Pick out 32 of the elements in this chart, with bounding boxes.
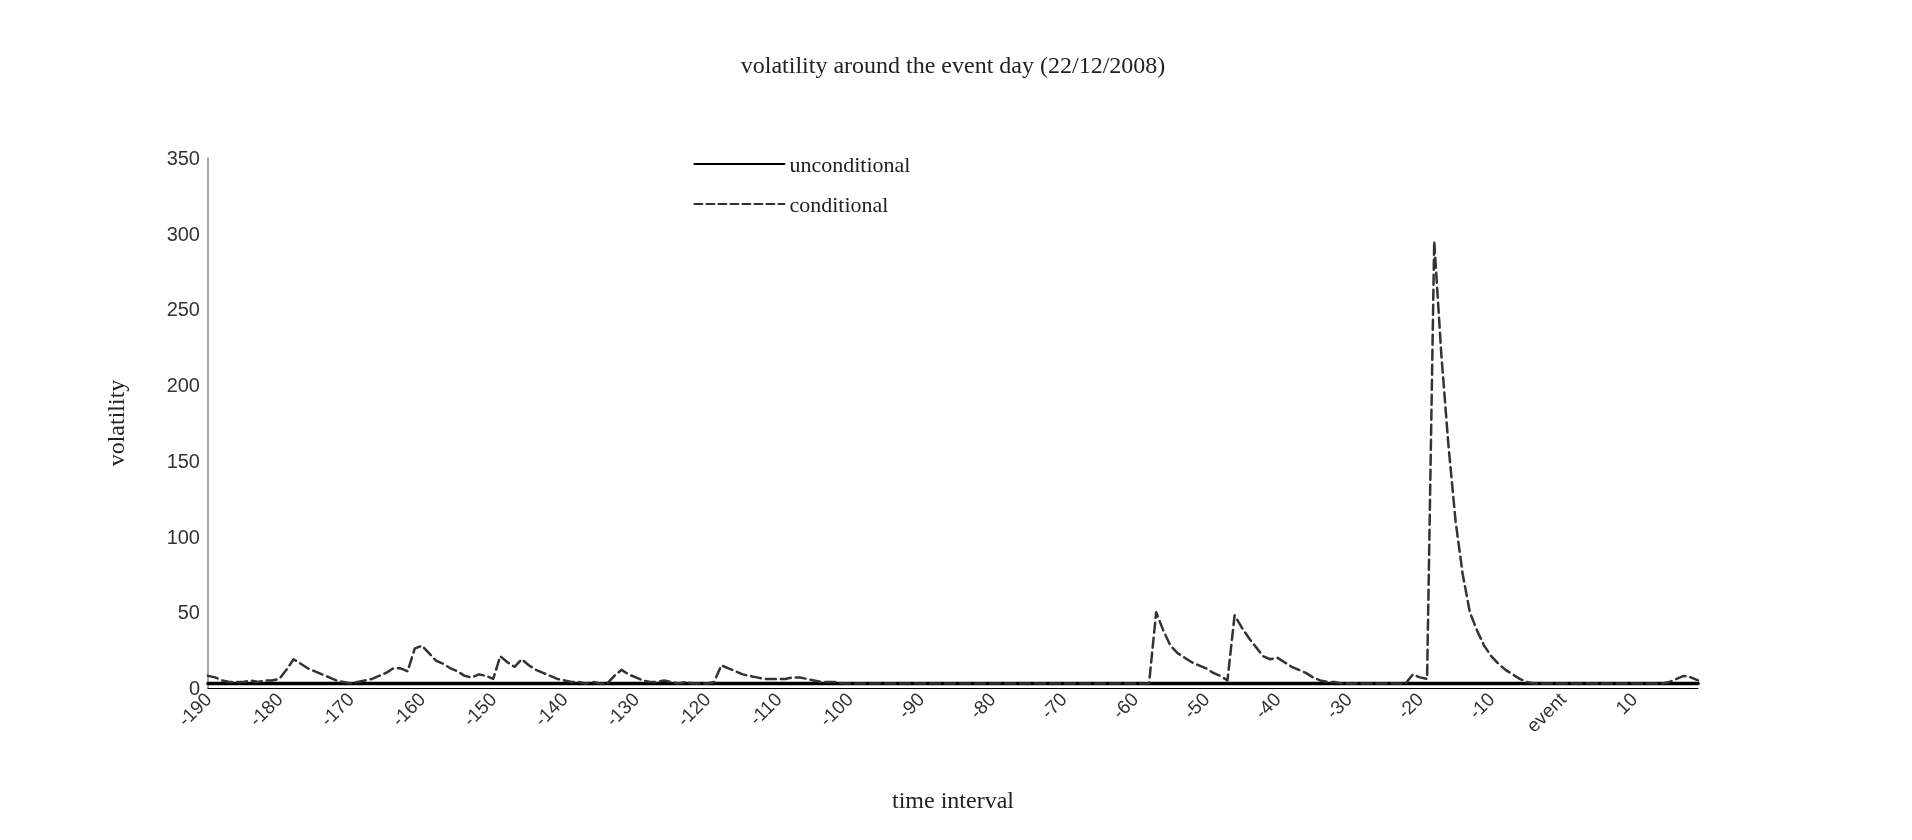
x-tick-label: -40 <box>1250 688 1285 723</box>
x-tick-label: -60 <box>1107 688 1143 723</box>
x-tick-label: -110 <box>745 688 786 730</box>
x-tick-label: -140 <box>530 688 572 731</box>
y-tick-label: 150 <box>166 449 200 472</box>
x-tick-label: -30 <box>1321 688 1357 723</box>
y-tick-label: 300 <box>166 222 200 245</box>
x-tick-label: -130 <box>601 688 644 731</box>
x-tick-label: -120 <box>672 688 715 731</box>
x-tick-label: -70 <box>1036 688 1071 723</box>
y-axis-title: volatility <box>103 379 129 467</box>
x-tick-label: -10 <box>1464 688 1499 723</box>
y-tick-label: 100 <box>166 525 200 548</box>
x-tick-label: -100 <box>815 688 858 731</box>
x-tick-label: -170 <box>316 688 359 731</box>
x-tick-label: -180 <box>245 688 287 731</box>
y-tick-label: 50 <box>177 601 200 624</box>
x-tick-label: -50 <box>1179 688 1214 723</box>
line-series <box>206 240 1700 685</box>
y-tick-label: 350 <box>166 147 200 169</box>
y-tick-label: 250 <box>166 298 200 321</box>
x-tick-label: 10 <box>1611 688 1642 719</box>
x-tick-label: -160 <box>387 688 430 731</box>
y-tick-label: 200 <box>166 374 200 397</box>
x-tick-label: -150 <box>458 688 501 731</box>
x-axis-title: time interval <box>892 787 1015 813</box>
x-tick-label: -90 <box>894 688 929 723</box>
x-tick-label: -80 <box>965 688 1000 723</box>
x-tick-label: -20 <box>1393 688 1428 723</box>
chart-title: volatility around the event day (22/12/2008) <box>740 52 1166 78</box>
legend-label: unconditional <box>789 151 911 177</box>
legend-label: conditional <box>789 191 889 217</box>
